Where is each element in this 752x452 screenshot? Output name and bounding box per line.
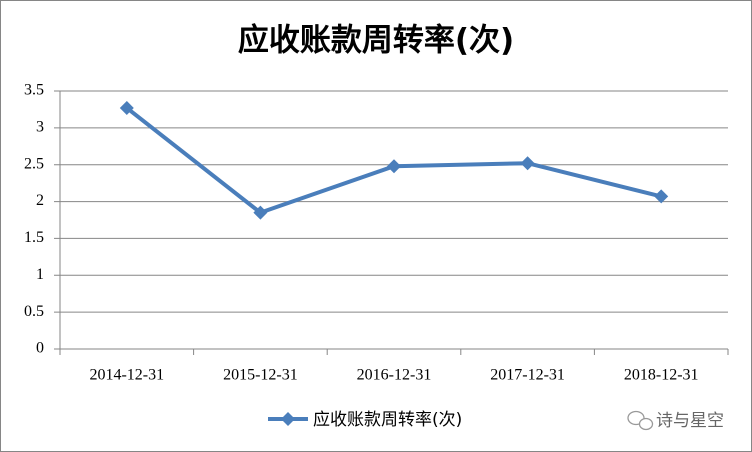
- marker: [520, 156, 535, 171]
- y-tick-label: 2: [36, 192, 44, 209]
- x-tick-label: 2017-12-31: [490, 367, 565, 384]
- watermark: 诗与星空: [656, 411, 724, 431]
- marker: [253, 205, 268, 220]
- legend-marker: [281, 412, 295, 426]
- y-tick-label: 1.5: [24, 229, 44, 246]
- y-tick-label: 1: [36, 266, 44, 283]
- x-tick-label: 2016-12-31: [357, 367, 432, 384]
- y-tick-label: 2.5: [24, 155, 44, 172]
- y-tick-label: 0.5: [24, 303, 44, 320]
- x-tick-label: 2018-12-31: [624, 367, 699, 384]
- x-tick-label: 2014-12-31: [89, 367, 164, 384]
- x-tick-label: 2015-12-31: [223, 367, 298, 384]
- y-tick-label: 3.5: [24, 82, 44, 99]
- y-tick-label: 0: [36, 340, 44, 357]
- marker: [654, 189, 669, 204]
- marker: [387, 159, 401, 174]
- y-tick-label: 3: [36, 119, 44, 136]
- legend-label: 应收账款周转率(次): [313, 410, 462, 430]
- chart-title: 应收账款周转率(次): [238, 23, 514, 59]
- watermark-icon: [627, 410, 654, 431]
- marker: [119, 100, 134, 115]
